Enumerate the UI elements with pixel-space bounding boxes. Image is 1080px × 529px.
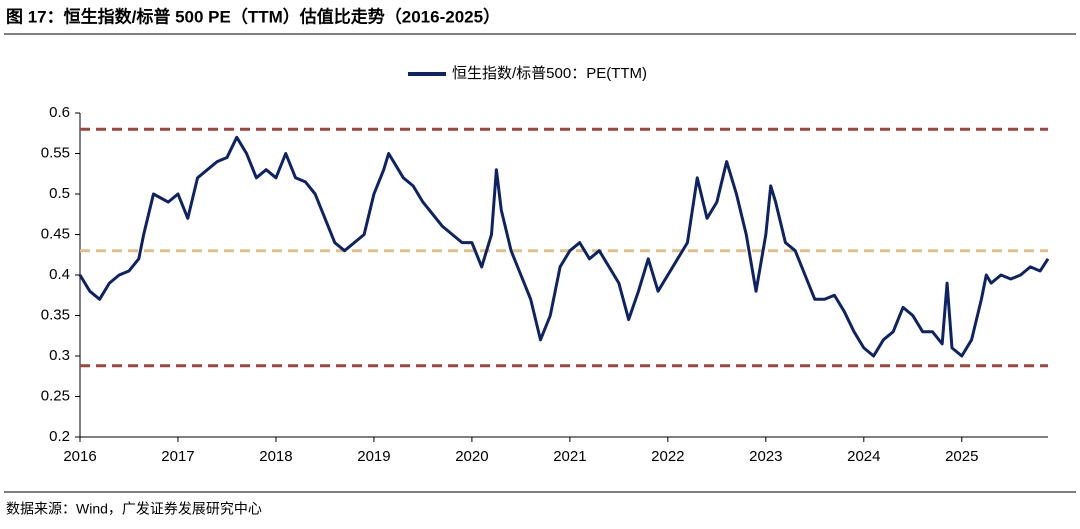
x-tick-label: 2023 [749,448,782,465]
x-tick-label: 2022 [651,448,684,465]
x-tick-label: 2020 [455,448,488,465]
y-tick-label: 0.3 [49,347,70,364]
y-tick-label: 0.2 [49,428,70,445]
y-tick-label: 0.45 [41,225,70,242]
x-tick-label: 2021 [553,448,586,465]
data-line [78,135,1050,358]
x-tick-label: 2019 [357,448,390,465]
x-tick-label: 2025 [945,448,978,465]
y-tick-label: 0.6 [49,104,70,121]
y-tick-label: 0.4 [49,266,70,283]
legend-label: 恒生指数/标普500：PE(TTM) [452,65,647,82]
x-tick-label: 2017 [161,448,194,465]
y-tick-label: 0.55 [41,144,70,161]
x-tick-label: 2016 [63,448,96,465]
y-tick-label: 0.5 [49,185,70,202]
source-note: 数据来源：Wind，广发证券发展研究中心 [6,501,262,517]
x-tick-label: 2024 [847,448,880,465]
y-tick-label: 0.35 [41,306,70,323]
x-tick-label: 2018 [259,448,292,465]
y-tick-label: 0.25 [41,387,70,404]
chart-title: 图 17：恒生指数/标普 500 PE（TTM）估值比走势（2016-2025） [6,6,500,26]
